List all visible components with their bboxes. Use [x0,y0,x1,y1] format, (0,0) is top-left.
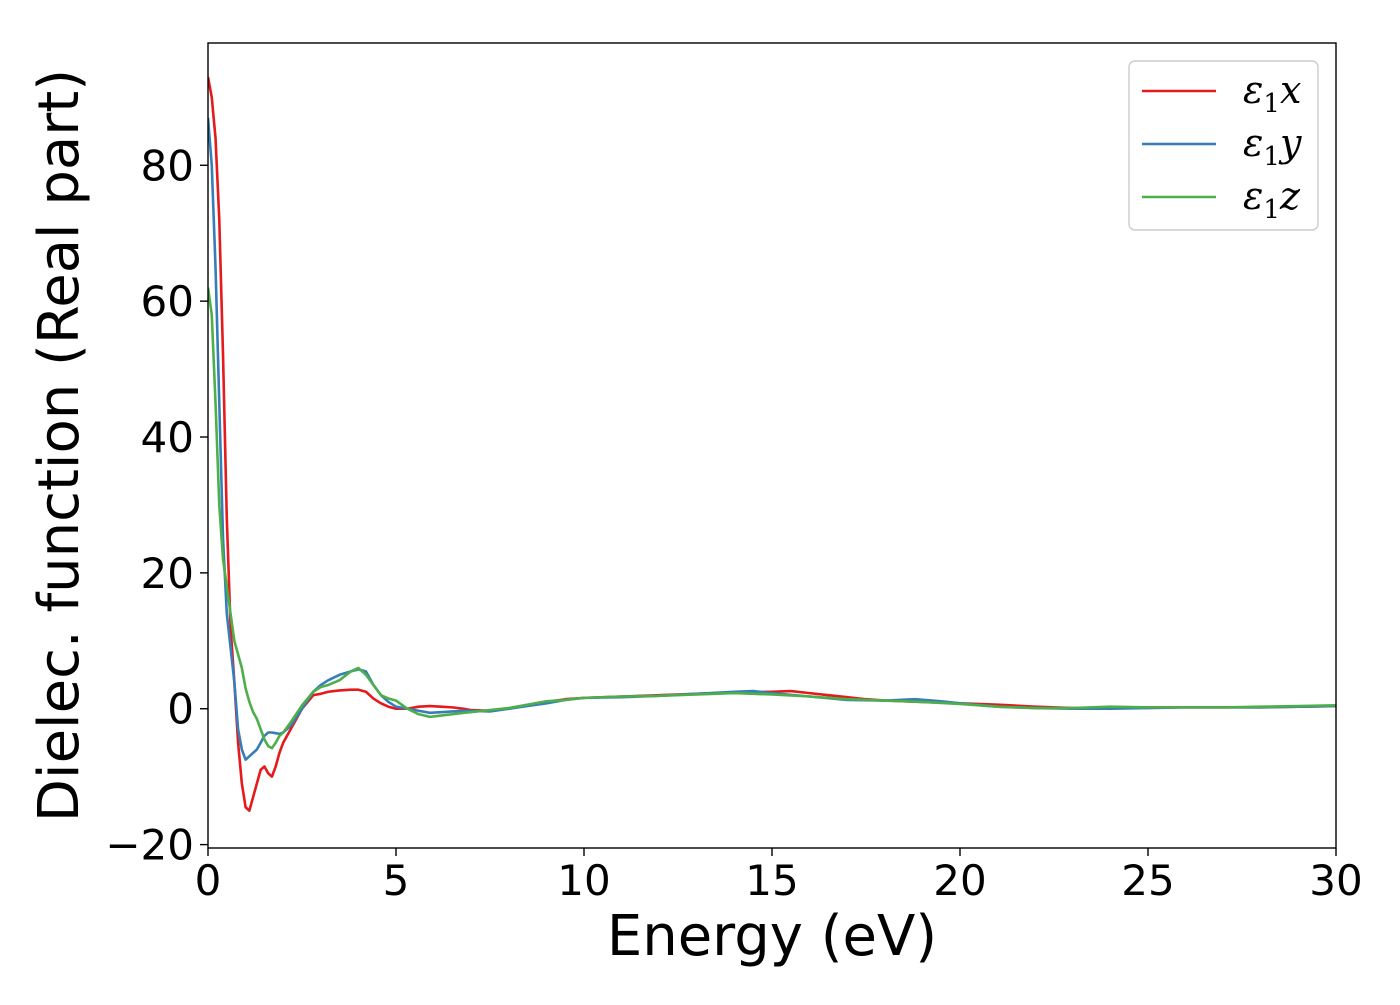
x-tick-label: 5 [383,856,410,905]
legend-box [1128,60,1319,231]
legend-label-base: ε [1243,68,1263,112]
y-axis-label: Dielec. function (Real part) [27,69,92,822]
legend-label-axis: x [1280,68,1301,112]
legend-label-z: ε1z [1243,174,1301,225]
x-tick-label: 0 [195,856,222,905]
series-line-z [208,287,1336,750]
y-tick-label: −20 [105,821,194,870]
x-axis-ticks: 0 5 10 15 20 25 30 [195,848,1363,905]
legend-label-y: ε1y [1243,121,1302,172]
legend-label-subscript: 1 [1263,142,1280,172]
x-tick-label: 30 [1309,856,1362,905]
x-tick-label: 20 [933,856,986,905]
y-tick-label: 20 [141,549,194,598]
legend-label-subscript: 1 [1263,89,1280,119]
x-tick-label: 15 [745,856,798,905]
legend-label-x: ε1x [1243,68,1301,119]
y-tick-label: 60 [141,277,194,326]
legend-label-subscript: 1 [1263,195,1280,225]
plot-area [208,76,1336,812]
legend-label-base: ε [1243,121,1263,165]
legend-label-axis: y [1278,121,1302,165]
y-tick-label: 80 [141,141,194,190]
legend-label-axis: z [1279,174,1301,218]
y-tick-label: 40 [141,413,194,462]
x-axis-label: Energy (eV) [607,904,937,969]
legend-label-base: ε [1243,174,1263,218]
x-tick-label: 10 [557,856,610,905]
x-tick-label: 25 [1121,856,1174,905]
y-tick-label: 0 [167,685,194,734]
y-axis-ticks: −20 0 20 40 60 80 [105,141,208,870]
